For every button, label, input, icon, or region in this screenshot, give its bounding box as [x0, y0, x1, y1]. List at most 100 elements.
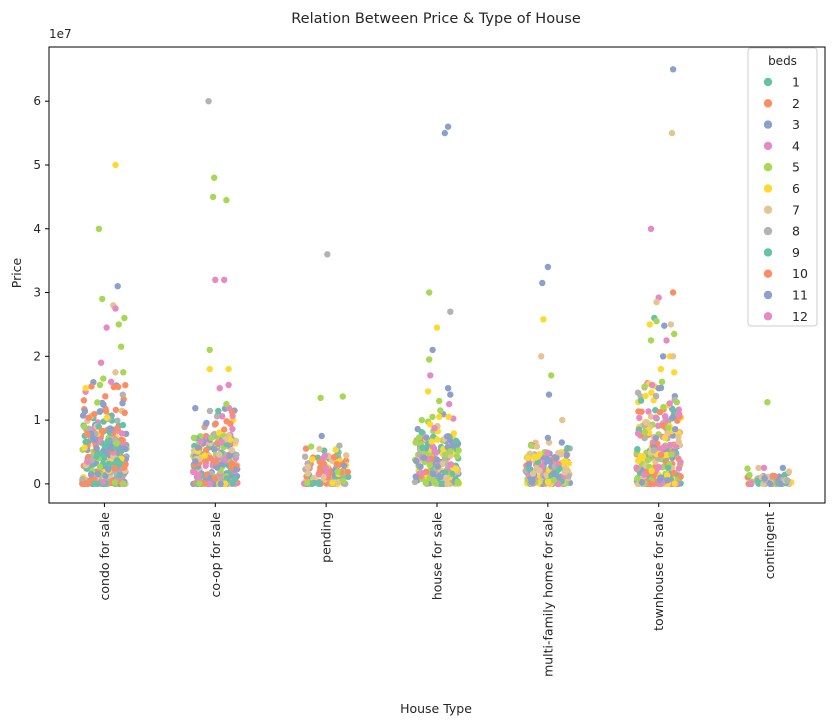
data-point — [227, 420, 234, 427]
data-point — [344, 468, 351, 476]
data-point — [455, 479, 462, 487]
data-point — [444, 123, 452, 130]
data-point — [634, 457, 642, 464]
data-point — [93, 445, 100, 452]
data-point — [315, 480, 322, 487]
data-point — [190, 434, 198, 441]
y-tick-label: 1 — [33, 413, 41, 427]
data-point — [744, 465, 751, 472]
data-point — [107, 378, 115, 385]
data-point — [556, 465, 563, 472]
data-point — [450, 415, 457, 422]
data-point — [546, 458, 554, 465]
data-point — [543, 471, 550, 479]
x-tick-label: pending — [319, 512, 334, 563]
data-point — [657, 451, 665, 459]
data-point — [330, 454, 338, 461]
data-point — [418, 429, 425, 436]
data-point — [652, 392, 660, 400]
data-point — [206, 346, 213, 354]
data-point — [447, 448, 454, 455]
y-tick-label: 3 — [33, 286, 41, 300]
data-point — [120, 464, 128, 471]
data-point — [206, 407, 214, 415]
data-point — [534, 459, 542, 466]
data-point — [662, 413, 669, 420]
data-point — [646, 321, 653, 328]
data-point — [446, 400, 453, 408]
data-point — [80, 397, 88, 404]
data-point — [677, 473, 684, 480]
legend-label: 9 — [792, 245, 800, 260]
data-point — [550, 470, 557, 477]
data-point — [122, 382, 129, 389]
data-point — [329, 479, 336, 486]
data-point — [658, 378, 666, 385]
data-point — [675, 433, 682, 441]
data-point — [634, 475, 641, 482]
data-point — [321, 452, 329, 459]
data-point — [661, 434, 668, 441]
data-point — [121, 409, 128, 416]
data-point — [342, 457, 350, 464]
data-point — [767, 480, 774, 488]
data-point — [554, 480, 562, 488]
data-point — [225, 381, 232, 389]
data-point — [641, 383, 648, 390]
data-point — [195, 471, 203, 479]
data-point — [316, 468, 323, 475]
data-point — [105, 466, 112, 473]
data-point — [454, 453, 461, 460]
data-point — [79, 480, 86, 488]
data-point — [565, 460, 573, 467]
data-point — [647, 225, 655, 232]
data-point — [536, 467, 543, 474]
data-point — [455, 447, 462, 454]
data-point — [192, 458, 199, 465]
data-point — [101, 442, 109, 450]
data-point — [114, 283, 121, 290]
data-point — [105, 460, 113, 468]
data-point — [447, 308, 454, 315]
data-point — [320, 473, 327, 481]
data-point — [450, 430, 457, 437]
data-point — [100, 401, 107, 408]
data-point — [429, 346, 436, 354]
data-point — [301, 453, 309, 460]
data-point — [538, 353, 545, 360]
data-point — [205, 98, 212, 105]
data-point — [668, 129, 676, 137]
legend-marker — [763, 141, 773, 151]
chart-title: Relation Between Price & Type of House — [291, 11, 581, 27]
legend-box — [747, 47, 818, 327]
data-point — [411, 478, 419, 486]
data-point — [233, 451, 240, 459]
data-point — [670, 407, 677, 414]
data-point — [97, 359, 105, 366]
data-point — [112, 369, 119, 376]
data-point — [434, 436, 441, 443]
data-point — [671, 369, 678, 376]
data-point — [648, 381, 656, 389]
data-point — [647, 337, 655, 344]
data-point — [667, 321, 675, 328]
data-point — [81, 444, 88, 451]
data-point — [212, 420, 219, 427]
data-point — [436, 397, 443, 405]
data-point — [666, 441, 674, 449]
data-point — [229, 480, 236, 487]
data-point — [657, 474, 664, 481]
points-layer — [79, 66, 795, 488]
data-point — [439, 460, 446, 467]
data-point — [324, 251, 331, 258]
data-point — [302, 445, 310, 452]
data-point — [648, 389, 655, 396]
data-point — [779, 464, 787, 472]
data-point — [91, 480, 98, 487]
data-point — [650, 447, 658, 454]
data-point — [103, 324, 110, 331]
data-point — [645, 408, 652, 415]
data-point — [100, 478, 107, 485]
data-point — [437, 473, 444, 480]
data-point — [661, 322, 668, 329]
